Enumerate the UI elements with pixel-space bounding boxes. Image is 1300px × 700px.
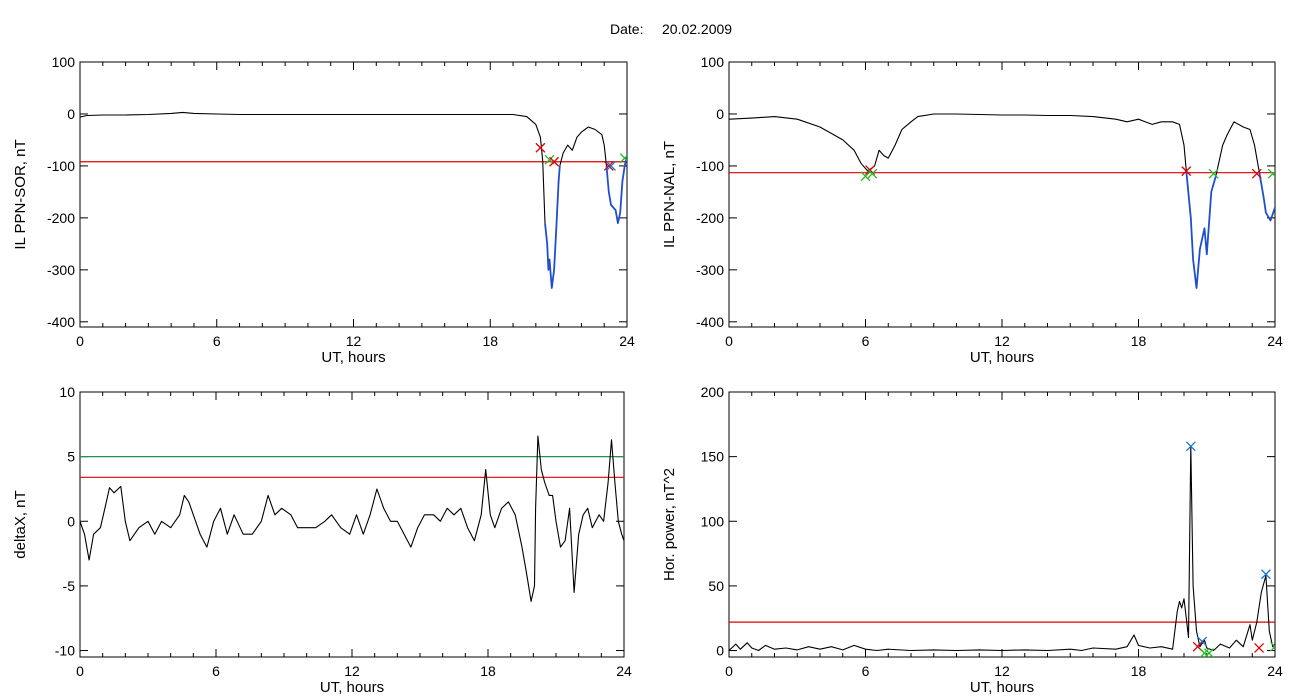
y-tick-label: -200	[47, 210, 75, 226]
y-tick-label: -400	[47, 314, 75, 330]
y-tick-label: -5	[63, 578, 76, 594]
plot-data	[80, 435, 624, 602]
x-tick-label: 18	[480, 663, 496, 679]
x-tick-label: 12	[994, 333, 1010, 349]
event-marker	[606, 160, 617, 171]
series-line	[80, 111, 546, 224]
event-marker	[1204, 648, 1214, 657]
x-tick-label: 18	[1131, 333, 1147, 349]
x-tick-label: 12	[994, 663, 1010, 679]
x-tick-label: 0	[76, 333, 84, 349]
y-axis-title: deltaX, nT	[12, 490, 29, 558]
y-tick-label: 150	[701, 449, 725, 465]
series-line	[80, 435, 624, 602]
x-tick-label: 6	[212, 663, 220, 679]
y-tick-label: -100	[696, 158, 724, 174]
event-marker	[549, 156, 560, 167]
plot-data	[729, 441, 1275, 657]
chart-panel-4: 0 6 12 18 24 200 150 100 50 0 UT, hours Hor. power,…	[661, 384, 1283, 696]
series-line	[605, 155, 627, 224]
event-marker	[1267, 168, 1275, 179]
chart-panel-3: 0 6 12 18 24 10 5 0 -5 -10 UT, hours deltaX, nT	[12, 384, 632, 696]
x-tick-label: 0	[76, 663, 84, 679]
event-marker	[1254, 642, 1265, 653]
x-axis-title: UT, hours	[320, 679, 384, 696]
event-marker	[619, 153, 627, 164]
plot-frame	[79, 61, 628, 328]
x-tick-label: 6	[862, 333, 870, 349]
y-tick-label: 50	[708, 578, 724, 594]
event-marker	[867, 168, 878, 179]
x-tick-label: 24	[619, 333, 635, 349]
x-tick-label: 0	[725, 333, 733, 349]
x-tick-label: 24	[616, 663, 632, 679]
x-tick-label: 24	[1267, 663, 1283, 679]
event-marker	[1181, 166, 1192, 177]
x-tick-label: 12	[344, 663, 360, 679]
y-tick-label: 0	[716, 106, 724, 122]
y-tick-label: 0	[67, 513, 75, 529]
event-marker	[860, 171, 871, 182]
y-tick-label: 0	[716, 643, 724, 659]
x-tick-label: 12	[346, 333, 362, 349]
y-tick-label: 10	[59, 384, 75, 400]
x-tick-label: 6	[213, 333, 221, 349]
y-tick-label: -100	[47, 158, 75, 174]
y-tick-label: -300	[47, 262, 75, 278]
event-marker	[1199, 648, 1210, 657]
event-marker	[1251, 168, 1262, 179]
x-tick-label: 24	[1267, 333, 1283, 349]
event-marker	[1260, 569, 1271, 580]
event-marker	[1208, 168, 1219, 179]
y-tick-label: 200	[701, 384, 725, 400]
x-tick-label: 18	[482, 333, 498, 349]
series-line	[729, 113, 1187, 172]
series-line	[729, 445, 1275, 652]
y-tick-label: -300	[696, 262, 724, 278]
y-tick-label: -200	[696, 210, 724, 226]
series-line	[559, 126, 608, 167]
chart-panel-1: 0 6 12 18 24 100 0 -100 -200 -300 -400 UT, hours IL …	[12, 54, 635, 366]
event-marker	[1185, 441, 1196, 452]
date-label: Date:	[610, 21, 643, 37]
x-axis-title: UT, hours	[321, 349, 385, 366]
y-tick-label: 100	[701, 513, 725, 529]
series-line	[1258, 170, 1275, 222]
series-line	[1185, 171, 1217, 289]
event-marker	[1270, 641, 1275, 652]
x-tick-label: 6	[862, 663, 870, 679]
series-line	[1215, 121, 1260, 177]
y-tick-label: 100	[701, 54, 725, 70]
plot-frame	[728, 61, 1276, 328]
x-axis-title: UT, hours	[970, 349, 1034, 366]
plot-frame	[79, 391, 625, 658]
plot-frame	[728, 391, 1276, 658]
x-tick-label: 0	[725, 663, 733, 679]
chart-panel-2: 0 6 12 18 24 100 0 -100 -200 -300 -400 UT, hours IL …	[661, 54, 1283, 366]
y-tick-label: 100	[52, 54, 76, 70]
y-axis-title: IL PPN-SOR, nT	[12, 139, 29, 249]
plot-data	[729, 113, 1275, 289]
event-marker	[603, 160, 614, 171]
x-tick-label: 18	[1131, 663, 1147, 679]
y-tick-label: -10	[55, 643, 75, 659]
y-tick-label: -400	[696, 314, 724, 330]
y-tick-label: 0	[67, 106, 75, 122]
x-axis-title: UT, hours	[970, 679, 1034, 696]
event-marker	[535, 142, 546, 153]
y-tick-label: 5	[67, 449, 75, 465]
y-axis-title: IL PPN-NAL, nT	[661, 141, 678, 248]
series-line	[544, 165, 561, 289]
date-value: 20.02.2009	[662, 21, 732, 37]
plot-data	[80, 111, 627, 289]
y-axis-title: Hor. power, nT^2	[661, 468, 678, 581]
